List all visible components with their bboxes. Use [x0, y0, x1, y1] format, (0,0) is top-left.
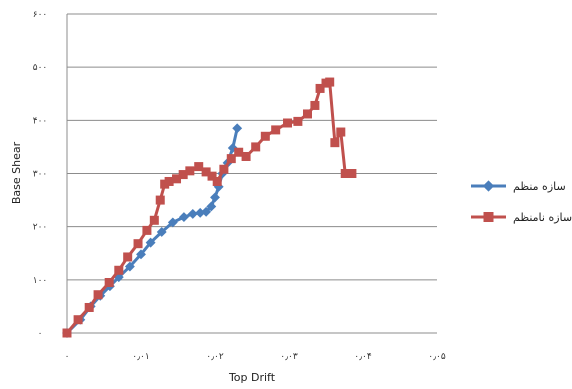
x-tick-label: ۰٫۰۲: [206, 352, 224, 362]
data-point-marker: [187, 208, 198, 219]
data-point-marker: [234, 147, 244, 157]
data-point-marker: [201, 206, 212, 217]
x-tick-label: ۰٫۰۱: [132, 352, 149, 362]
data-point-marker: [210, 192, 220, 203]
data-point-marker: [241, 151, 251, 161]
y-tick-label: ۵۰۰: [33, 63, 48, 73]
data-point-marker: [207, 171, 217, 181]
data-point-marker: [293, 116, 303, 126]
data-point-marker: [155, 195, 165, 205]
y-tick-label: ۲۰۰: [33, 223, 48, 233]
legend-label-series-1: سازه منظم: [513, 180, 566, 193]
data-point-marker: [330, 138, 340, 148]
y-tick-label: ۴۰۰: [33, 116, 48, 126]
data-point-marker: [164, 176, 174, 186]
data-point-marker: [145, 237, 156, 248]
y-tick-labels: ۰ ۱۰۰ ۲۰۰ ۳۰۰ ۴۰۰ ۵۰۰ ۶۰۰: [33, 10, 48, 339]
data-point-marker: [219, 164, 229, 174]
x-tick-label: ۰: [65, 352, 70, 362]
data-point-marker: [271, 125, 281, 135]
data-point-marker: [114, 265, 124, 275]
legend-marker-square: [483, 212, 494, 222]
data-point-marker: [73, 315, 83, 325]
data-point-marker: [325, 77, 335, 87]
data-point-marker: [310, 100, 320, 110]
y-axis-label: Base Shear: [10, 141, 23, 204]
data-point-marker: [283, 118, 293, 128]
data-point-marker: [251, 142, 261, 152]
y-tick-label: ۰: [38, 329, 43, 339]
data-point-marker: [149, 215, 159, 225]
data-point-marker: [260, 131, 270, 141]
y-tick-label: ۳۰۰: [33, 170, 48, 180]
data-point-marker: [194, 162, 204, 172]
data-point-marker: [347, 169, 357, 178]
data-point-marker: [123, 252, 133, 262]
data-point-marker: [336, 127, 346, 137]
data-point-marker: [201, 167, 211, 177]
legend: سازه منظم سازه نامنظم: [471, 180, 572, 224]
x-tick-label: ۰٫۰۴: [354, 352, 372, 362]
x-tick-label: ۰٫۰۵: [428, 352, 446, 362]
data-point-marker: [172, 174, 182, 184]
gridlines: [67, 13, 437, 281]
data-point-marker: [232, 123, 243, 134]
data-point-marker: [104, 277, 114, 287]
data-point-marker: [93, 290, 103, 300]
data-point-marker: [212, 176, 222, 186]
legend-item-series-2: سازه نامنظم: [471, 211, 572, 224]
data-point-marker: [142, 225, 152, 235]
x-tick-label: ۰٫۰۳: [280, 352, 298, 362]
x-axis-label: Top Drift: [228, 371, 276, 384]
series-layer: [62, 77, 357, 338]
y-tick-label: ۶۰۰: [33, 10, 48, 20]
legend-item-series-1: سازه منظم: [471, 180, 566, 193]
data-point-marker: [178, 170, 188, 180]
x-tick-labels: ۰ ۰٫۰۱ ۰٫۰۲ ۰٫۰۳ ۰٫۰۴ ۰٫۰۵: [65, 352, 446, 362]
data-point-marker: [136, 249, 146, 260]
y-tick-label: ۱۰۰: [33, 276, 48, 286]
data-point-marker: [185, 166, 195, 176]
data-point-marker: [206, 201, 217, 212]
data-point-marker: [226, 154, 236, 164]
data-point-marker: [178, 212, 189, 223]
data-point-marker: [315, 83, 325, 93]
data-point-marker: [303, 109, 312, 119]
legend-label-series-2: سازه نامنظم: [513, 211, 572, 224]
data-point-marker: [340, 169, 350, 178]
data-point-marker: [62, 328, 72, 338]
data-point-marker: [133, 239, 143, 249]
legend-marker-diamond: [482, 180, 495, 192]
data-point-marker: [156, 227, 167, 237]
data-point-marker: [84, 302, 94, 312]
series-2: [62, 77, 357, 338]
data-point-marker: [167, 217, 178, 228]
